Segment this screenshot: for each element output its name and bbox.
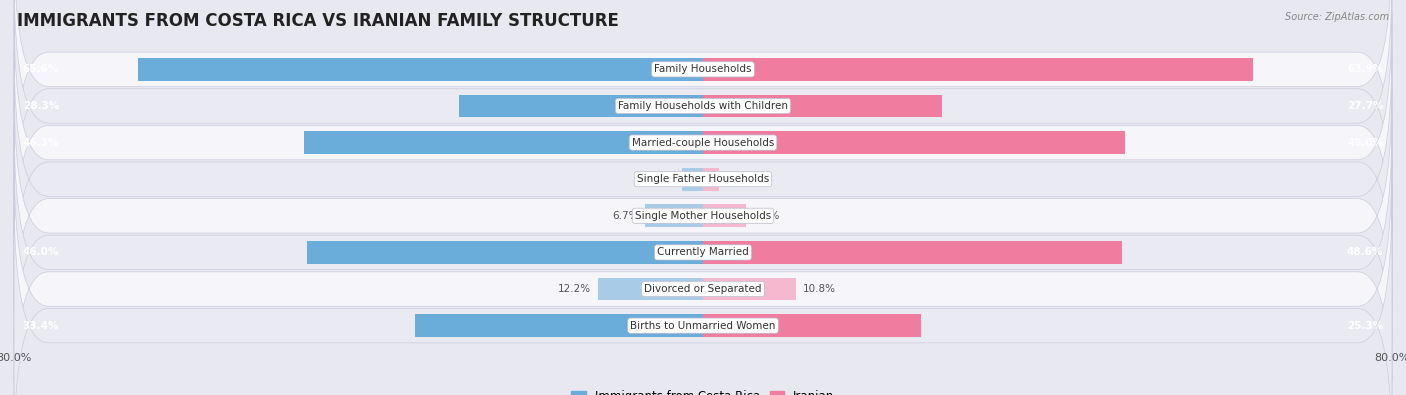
FancyBboxPatch shape <box>14 123 1392 382</box>
Bar <box>703 131 1125 154</box>
Bar <box>304 131 703 154</box>
FancyBboxPatch shape <box>14 160 1392 395</box>
Text: 65.6%: 65.6% <box>22 64 59 74</box>
FancyBboxPatch shape <box>14 87 1392 345</box>
Bar <box>703 95 942 117</box>
Text: Source: ZipAtlas.com: Source: ZipAtlas.com <box>1285 12 1389 22</box>
Text: 25.3%: 25.3% <box>1347 321 1384 331</box>
Text: Married-couple Households: Married-couple Households <box>631 137 775 148</box>
Bar <box>703 168 720 190</box>
Text: 10.8%: 10.8% <box>803 284 837 294</box>
Text: IMMIGRANTS FROM COSTA RICA VS IRANIAN FAMILY STRUCTURE: IMMIGRANTS FROM COSTA RICA VS IRANIAN FA… <box>17 12 619 30</box>
Text: 49.0%: 49.0% <box>1347 137 1384 148</box>
Bar <box>415 314 703 337</box>
Bar <box>682 168 703 190</box>
Bar <box>703 58 1253 81</box>
Bar <box>307 241 703 264</box>
Text: 2.4%: 2.4% <box>650 174 675 184</box>
FancyBboxPatch shape <box>14 0 1392 235</box>
Bar <box>703 241 1122 264</box>
Text: Divorced or Separated: Divorced or Separated <box>644 284 762 294</box>
Text: 63.9%: 63.9% <box>1347 64 1384 74</box>
Bar <box>460 95 703 117</box>
Text: 48.6%: 48.6% <box>1347 247 1384 258</box>
Text: Births to Unmarried Women: Births to Unmarried Women <box>630 321 776 331</box>
Bar <box>703 314 921 337</box>
Text: Currently Married: Currently Married <box>657 247 749 258</box>
Legend: Immigrants from Costa Rica, Iranian: Immigrants from Costa Rica, Iranian <box>567 385 839 395</box>
Bar <box>138 58 703 81</box>
FancyBboxPatch shape <box>14 50 1392 308</box>
Text: 46.0%: 46.0% <box>22 247 59 258</box>
Text: 12.2%: 12.2% <box>558 284 591 294</box>
Text: 27.7%: 27.7% <box>1347 101 1384 111</box>
Bar <box>598 278 703 300</box>
Text: Single Mother Households: Single Mother Households <box>636 211 770 221</box>
FancyBboxPatch shape <box>14 0 1392 199</box>
FancyBboxPatch shape <box>14 13 1392 272</box>
Text: 1.9%: 1.9% <box>727 174 752 184</box>
FancyBboxPatch shape <box>14 196 1392 395</box>
Text: 46.3%: 46.3% <box>22 137 59 148</box>
Bar <box>703 278 796 300</box>
Bar <box>645 205 703 227</box>
Text: Single Father Households: Single Father Households <box>637 174 769 184</box>
Text: 33.4%: 33.4% <box>22 321 59 331</box>
Text: 5.0%: 5.0% <box>754 211 779 221</box>
Text: 28.3%: 28.3% <box>22 101 59 111</box>
Bar <box>703 205 747 227</box>
Text: Family Households: Family Households <box>654 64 752 74</box>
Text: Family Households with Children: Family Households with Children <box>619 101 787 111</box>
Text: 6.7%: 6.7% <box>612 211 638 221</box>
